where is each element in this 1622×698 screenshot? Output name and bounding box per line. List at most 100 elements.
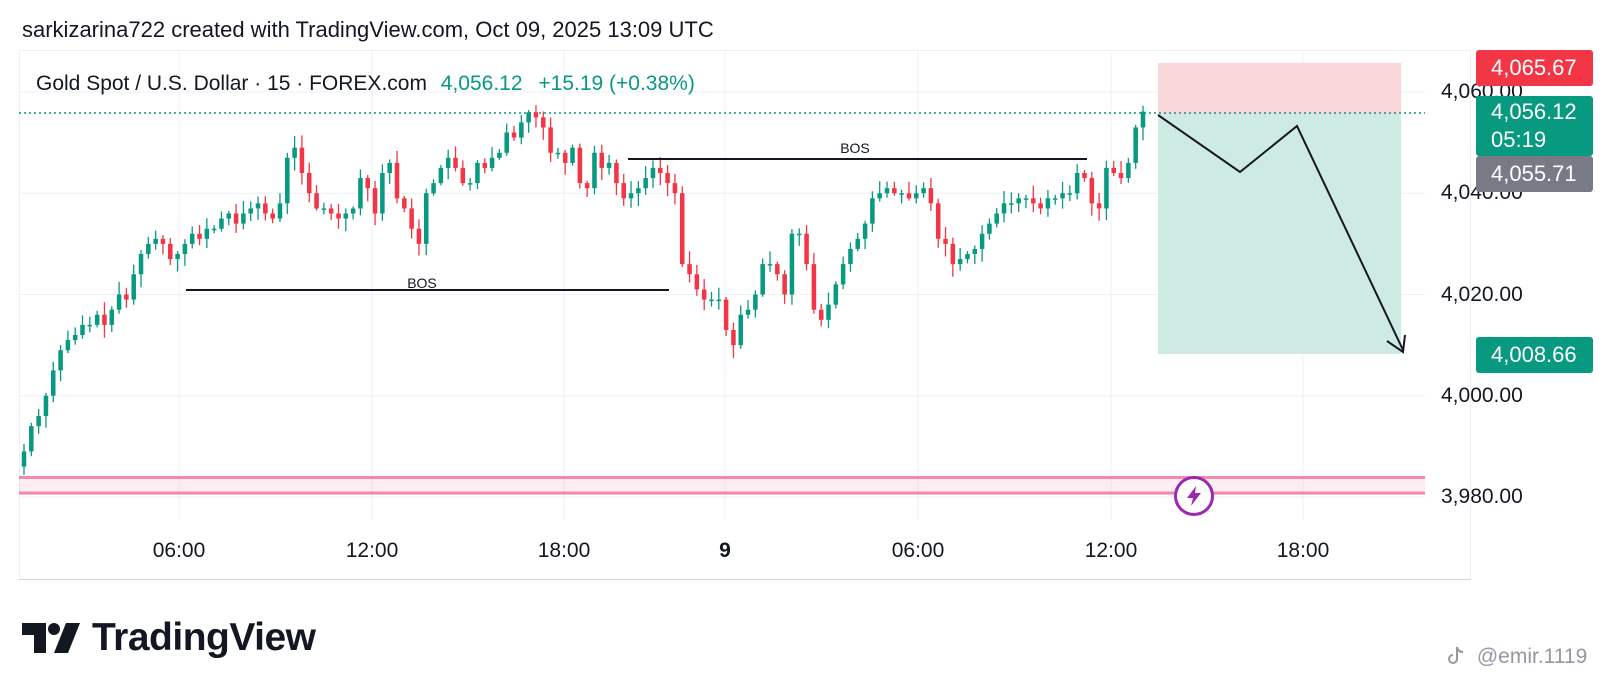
candle-up (387, 162, 392, 173)
candle-up (592, 152, 597, 189)
price-tick-4020: 4,020.00 (1441, 283, 1523, 306)
candle-up (1104, 167, 1109, 209)
time-tick-1800: 18:00 (537, 539, 591, 562)
candle-countdown: 05:19 (1491, 127, 1547, 152)
candle-up (94, 314, 100, 325)
candle-down (453, 157, 458, 168)
candle-up (848, 248, 853, 265)
candle-up (72, 335, 78, 341)
candle-up (1074, 173, 1080, 194)
last-price-badge[interactable]: 4,056.12 05:19 (1476, 96, 1593, 156)
candle-down (1118, 173, 1124, 179)
time-tick-1200: 12:00 (345, 539, 399, 562)
candle-down (943, 238, 948, 244)
candle-down (621, 183, 626, 199)
candle-up (833, 284, 839, 305)
candle-down (679, 193, 685, 265)
candle-down (950, 243, 956, 265)
lightning-bolt-icon[interactable] (1174, 476, 1214, 516)
candle-up (445, 157, 451, 168)
bos-label-lower: BOS (407, 275, 437, 291)
candle-up (50, 370, 56, 396)
candle-up (58, 350, 63, 371)
candle-down (935, 203, 941, 239)
candle-down (665, 173, 670, 184)
candle-up (862, 223, 868, 239)
candle-up (380, 173, 385, 214)
candle-up (175, 254, 180, 260)
candle-down (694, 274, 700, 290)
candle-up (343, 213, 349, 219)
candle-down (548, 127, 553, 153)
candle-down (906, 193, 912, 199)
candle-up (43, 395, 49, 416)
candle-up (855, 238, 861, 249)
price-tick-3980: 3,980.00 (1441, 485, 1523, 508)
candle-up (350, 208, 356, 214)
tradingview-logo[interactable]: TradingView (22, 616, 316, 660)
candle-down (402, 198, 407, 209)
candle-up (431, 183, 436, 194)
candle-down (599, 152, 605, 168)
candlestick-series (21, 105, 1146, 475)
candle-up (789, 233, 795, 295)
candle-up (80, 324, 85, 335)
candle-down (394, 162, 400, 199)
candle-up (226, 213, 232, 219)
candle-down (511, 132, 517, 138)
last-price-badge-value: 4,056.12 (1491, 99, 1577, 124)
candle-down (723, 299, 729, 330)
candle-down (1038, 203, 1043, 209)
candle-up (497, 152, 502, 158)
candle-up (219, 218, 224, 229)
take-profit-price-badge[interactable]: 4,008.66 (1476, 337, 1593, 373)
tradingview-logo-icon (22, 623, 80, 653)
candle-up (475, 162, 480, 184)
candle-down (328, 208, 334, 214)
candle-up (1126, 162, 1131, 179)
candle-down (1111, 167, 1117, 173)
projection-path[interactable] (1157, 114, 1404, 351)
candle-up (650, 167, 656, 179)
candle-down (782, 274, 787, 295)
candle-down (577, 147, 583, 184)
last-price-value: 4,056.12 (440, 72, 523, 95)
stop-loss-zone[interactable] (1158, 63, 1401, 114)
support-band[interactable] (19, 476, 1425, 495)
take-profit-zone[interactable] (1158, 114, 1401, 354)
candle-down (1096, 203, 1102, 209)
candle-up (1016, 198, 1021, 204)
candle-down (1082, 173, 1087, 179)
author-watermark: @emir.1119 (1447, 645, 1587, 669)
candle-up (628, 193, 634, 199)
candle-up (1023, 198, 1029, 200)
candle-down (701, 289, 707, 300)
tiktok-icon (1448, 646, 1464, 664)
candle-up (957, 259, 963, 265)
symbol-legend[interactable]: Gold Spot / U.S. Dollar · 15 · FOREX.com… (36, 72, 695, 96)
candle-up (767, 264, 773, 266)
candle-down (372, 188, 378, 214)
candle-up (1001, 203, 1007, 214)
candle-down (336, 213, 341, 219)
candle-up (292, 147, 297, 158)
candle-down (124, 294, 129, 300)
prev-close-badge[interactable]: 4,055.71 (1476, 156, 1593, 192)
candle-up (979, 233, 985, 249)
candle-up (21, 451, 27, 467)
chart-pane[interactable] (19, 50, 1471, 580)
candle-down (541, 117, 546, 128)
candle-up (1133, 127, 1138, 163)
candle-up (241, 213, 246, 224)
candle-up (1140, 111, 1146, 128)
candle-up (870, 198, 875, 224)
candle-up (87, 324, 93, 327)
candle-down (482, 162, 488, 168)
stop-loss-price-badge[interactable]: 4,065.67 (1476, 50, 1593, 86)
candle-down (811, 264, 817, 310)
candle-up (204, 228, 210, 239)
candle-down (233, 213, 239, 224)
candle-down (306, 173, 312, 194)
candle-up (555, 152, 561, 155)
